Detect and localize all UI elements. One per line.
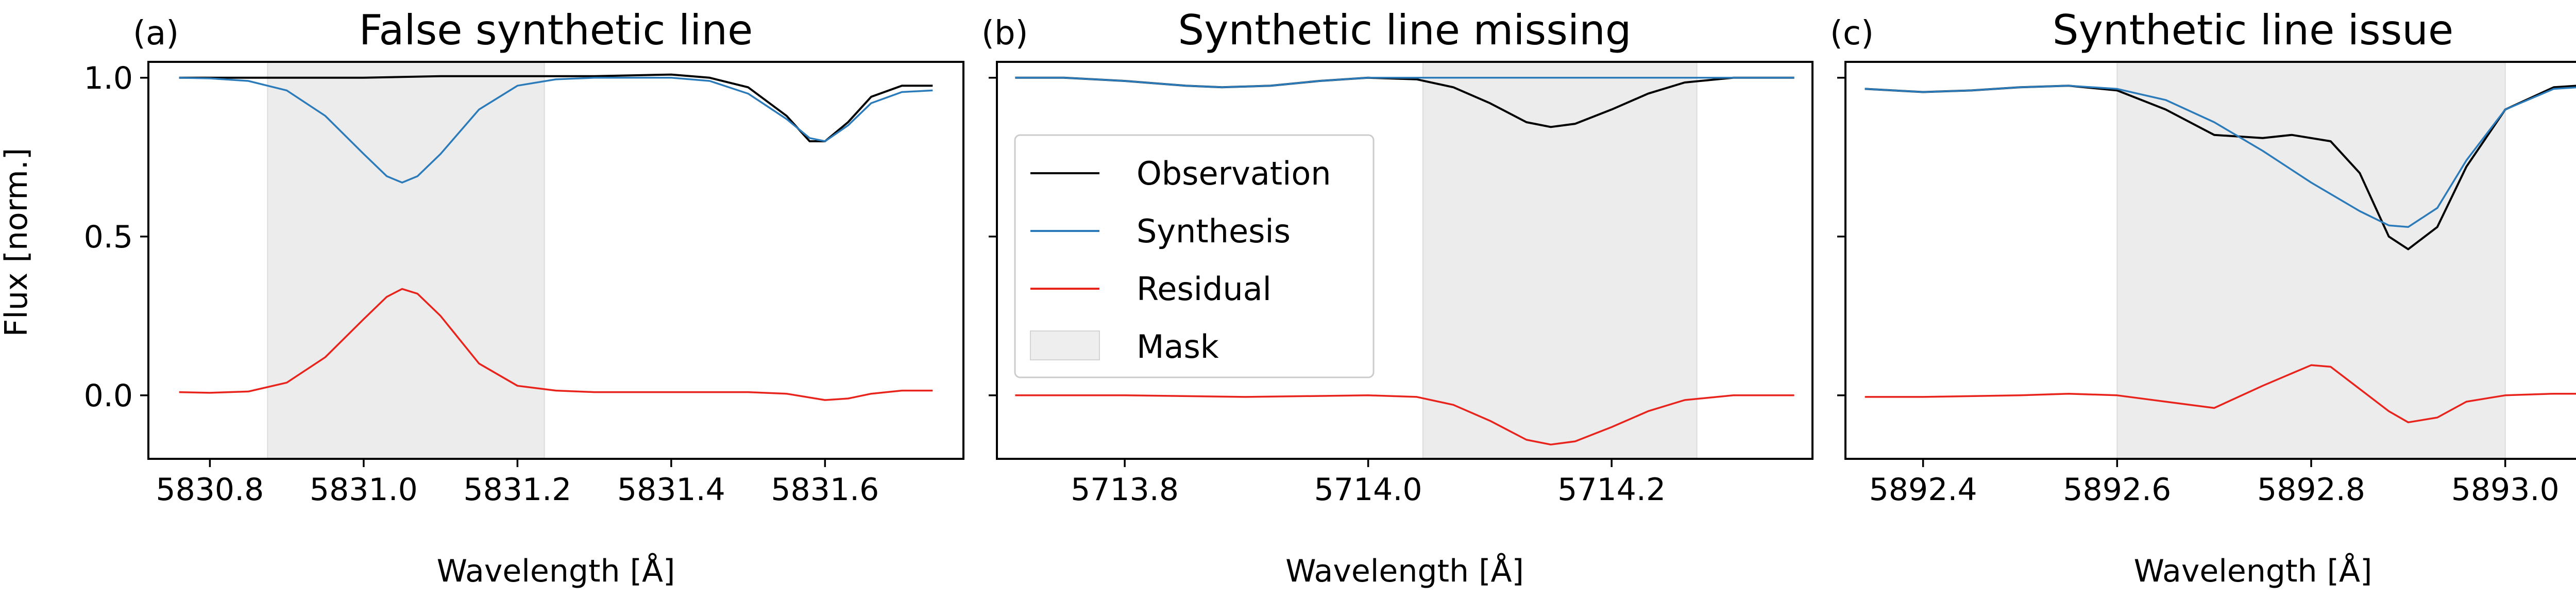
x-tick-label: 5892.4 [1869, 472, 1977, 508]
y-tick-label: 0.5 [84, 219, 133, 255]
x-tick-label: 5831.2 [463, 472, 571, 508]
panel-tag: (b) [981, 14, 1028, 53]
panel-title: Synthetic line missing [1178, 6, 1631, 54]
x-tick-label: 5892.8 [2257, 472, 2365, 508]
x-tick-label: 5830.8 [156, 472, 264, 508]
panel-tag: (c) [1830, 14, 1874, 53]
panel-3: 5892.4 5892.6 5892.8 5893.0 (c) Synthetic lin… [1830, 6, 2576, 589]
y-tick-label: 0.0 [84, 378, 133, 414]
x-tick-label: 5831.6 [771, 472, 879, 508]
panel-tag: (a) [133, 14, 179, 53]
panel-title: False synthetic line [359, 6, 753, 54]
x-axis-title: Wavelength [Å] [2134, 553, 2372, 589]
x-tick-label: 5831.4 [617, 472, 725, 508]
y-axis-title: Flux [norm.] [0, 148, 35, 337]
legend-label-observation: Observation [1137, 155, 1331, 192]
legend-swatch-mask [1030, 330, 1100, 360]
mask-region [1422, 61, 1698, 459]
panels: 5830.8 5831.0 5831.2 5831.4 5831.60.00.51.0(… [84, 6, 2576, 589]
y-tick-label: 1.0 [84, 60, 133, 96]
x-axis-title: Wavelength [Å] [1285, 553, 1524, 589]
panel-2: 5713.8 5714.0 5714.2 (b) Synthetic line miss… [981, 6, 1814, 589]
legend-label-mask: Mask [1137, 328, 1219, 366]
legend-box [1014, 134, 1375, 378]
series-residual-line [1865, 364, 2576, 423]
legend-label-residual: Residual [1137, 270, 1272, 308]
panel-1: 5830.8 5831.0 5831.2 5831.4 5831.6 0.0 0.5 1.0(… [84, 6, 964, 589]
series-residual-line [179, 288, 933, 401]
x-tick-label: 5714.0 [1314, 472, 1422, 508]
series-observation-line [179, 73, 933, 142]
x-tick-label: 5714.2 [1557, 472, 1666, 508]
legend-label-synthesis: Synthesis [1137, 212, 1291, 250]
x-axis-title: Wavelength [Å] [437, 553, 675, 589]
axes-frame [1844, 61, 2576, 460]
series-synthesis-line [1865, 85, 2576, 228]
series-synthesis-line [1015, 77, 1794, 89]
mask-region [2116, 61, 2506, 459]
axes-frame [147, 61, 964, 460]
series-synthesis-line [179, 77, 933, 184]
series-residual-line [1015, 394, 1794, 446]
x-tick-label: 5893.0 [2451, 472, 2560, 508]
mask-region [267, 61, 545, 459]
x-tick-label: 5713.8 [1071, 472, 1179, 508]
x-tick-label: 5831.0 [310, 472, 418, 508]
panel-title: Synthetic line issue [2053, 6, 2453, 54]
axes-frame [996, 61, 1814, 460]
x-tick-label: 5892.6 [2063, 472, 2171, 508]
legend: Observation Synthesis Residual Mask [1014, 134, 1375, 378]
